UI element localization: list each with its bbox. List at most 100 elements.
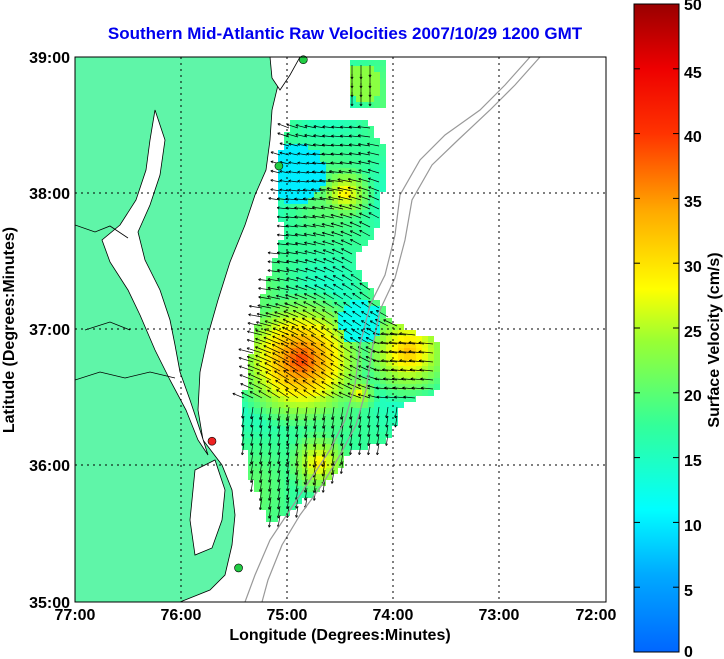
velocity-cell (308, 402, 314, 408)
current-vector-head (402, 386, 405, 389)
current-vector-head (337, 186, 340, 189)
current-vector-head (306, 153, 309, 156)
velocity-cell (320, 144, 326, 150)
radar-site-marker[interactable] (274, 161, 284, 171)
current-vector (337, 179, 353, 183)
current-vector (241, 406, 245, 419)
current-vector-head (340, 336, 343, 339)
velocity-cell (344, 432, 350, 438)
current-vector-head (258, 417, 261, 420)
velocity-cell (386, 336, 392, 342)
velocity-cell (242, 402, 248, 408)
current-vector (328, 196, 344, 201)
current-vector (310, 343, 326, 354)
current-vector-head (249, 304, 252, 307)
velocity-cell (314, 204, 320, 210)
current-vector (263, 337, 281, 345)
velocity-cell (428, 354, 434, 360)
current-vector-head (303, 233, 307, 236)
current-vector-head (376, 452, 378, 456)
current-vector-head (249, 471, 252, 474)
current-vector-head (382, 369, 385, 372)
current-vector-head (337, 179, 340, 182)
current-vector (272, 344, 290, 354)
current-vector-head (347, 392, 350, 396)
current-vector (259, 406, 263, 420)
y-tick-label: 36:00 (29, 458, 70, 475)
velocity-cell (296, 366, 302, 372)
current-vector-head (267, 479, 270, 483)
velocity-cell (320, 456, 326, 462)
velocity-cell (362, 180, 368, 186)
velocity-cell (428, 336, 434, 342)
current-vector-head (343, 302, 346, 305)
current-vector-head (328, 196, 331, 199)
current-vector-head (341, 248, 344, 251)
current-vector-head (322, 126, 325, 129)
velocity-cell (350, 192, 356, 198)
velocity-cell (362, 414, 368, 420)
velocity-cell (332, 138, 338, 144)
velocity-cell (326, 162, 332, 168)
current-vector (232, 393, 245, 399)
current-vector-head (270, 179, 273, 182)
current-vector-head (313, 124, 317, 127)
radar-site-marker[interactable] (299, 55, 308, 65)
velocity-cell (266, 492, 272, 498)
current-vector-head (279, 152, 282, 155)
current-vector (322, 433, 326, 447)
current-vector-head (241, 443, 243, 446)
current-vector (302, 370, 317, 381)
current-vector-head (312, 223, 316, 225)
current-vector-head (281, 351, 283, 355)
current-vector (239, 374, 254, 381)
current-vector (285, 234, 299, 237)
current-vector-head (267, 498, 270, 501)
current-vector (398, 351, 416, 354)
velocity-cell (314, 246, 320, 252)
velocity-cell (308, 252, 314, 258)
velocity-cell (314, 300, 320, 306)
velocity-cell (320, 132, 326, 138)
current-vectors (232, 65, 434, 528)
velocity-cell (326, 180, 332, 186)
current-vector-head (306, 162, 309, 165)
current-vector-head (258, 295, 261, 298)
current-vector (295, 260, 308, 264)
current-vector-head (329, 204, 333, 207)
current-vector (259, 469, 263, 483)
current-vector (331, 126, 344, 129)
velocity-cell (308, 240, 314, 246)
current-vector-head (334, 320, 337, 323)
current-vector-head (276, 295, 279, 298)
velocity-cell (362, 138, 368, 144)
current-vector (340, 144, 353, 147)
velocity-cell (302, 348, 308, 354)
velocity-cell (410, 366, 416, 372)
current-vector (321, 381, 335, 390)
velocity-cell (416, 372, 422, 378)
current-vector (291, 326, 308, 336)
velocity-cell (248, 402, 254, 408)
radar-site-marker[interactable] (207, 436, 217, 446)
velocity-cell (242, 438, 248, 444)
radar-site-marker[interactable] (234, 563, 243, 573)
current-vector-head (285, 233, 289, 235)
current-vector-head (272, 335, 275, 339)
velocity-cell (350, 324, 356, 330)
velocity-cell (308, 216, 314, 222)
velocity-cell (422, 372, 428, 378)
current-vector-head (385, 395, 388, 398)
velocity-cell (290, 390, 296, 396)
current-vector-head (276, 524, 279, 528)
velocity-cell (326, 288, 332, 294)
velocity-cell (296, 288, 302, 294)
current-vector-head (401, 378, 404, 381)
current-vector-head (303, 206, 306, 208)
current-vector-head (373, 368, 377, 370)
velocity-cell (296, 486, 302, 492)
velocity-cell (368, 342, 374, 348)
velocity-cell (266, 324, 272, 330)
velocity-cell (302, 468, 308, 474)
velocity-cell (344, 180, 350, 186)
